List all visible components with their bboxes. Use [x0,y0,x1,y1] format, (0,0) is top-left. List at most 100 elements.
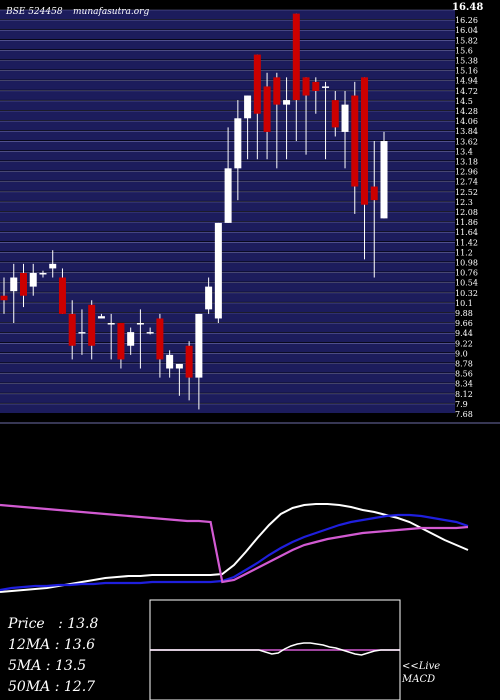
candle-body [88,304,96,346]
price-tick-label: 12.96 [455,168,478,177]
legend-12ma: 12MA : 13.6 [8,637,96,653]
candle-body [136,323,144,325]
price-band [0,151,455,161]
price-band [0,40,455,50]
candle-body [166,354,174,369]
candle-body [292,13,300,101]
candle-body [224,168,232,223]
price-tick-label: 12.3 [455,198,473,207]
price-tick-label: 8.56 [455,370,473,379]
price-band [0,403,455,413]
price-band [0,363,455,373]
price-band [0,222,455,232]
price-tick-label: 12.08 [455,208,478,217]
live-macd-line2: MACD [402,674,436,685]
candle-body [117,323,125,360]
last-price-label: 16.48 [452,2,484,13]
price-tick-label: 10.98 [455,259,478,268]
candle-body [78,332,86,334]
live-macd-line1: <<Live [402,661,441,672]
price-band [0,30,455,40]
price-tick-label: 11.42 [455,238,478,247]
candle-body [214,222,222,319]
price-band [0,100,455,110]
candle-body [146,332,154,334]
candle-body [49,263,57,269]
price-band [0,232,455,242]
price-tick-label: 10.76 [455,269,478,278]
price-tick-label: 9.66 [455,319,473,328]
price-tick-label: 7.9 [455,400,468,409]
price-tick-label: 11.64 [455,228,478,237]
candle-body [283,100,291,105]
price-band [0,353,455,363]
price-tick-label: 14.28 [455,107,478,116]
price-band [0,272,455,282]
price-tick-label: 9.88 [455,309,473,318]
candle-body [380,141,388,219]
site-label: munafasutra.org [73,7,150,17]
candle-body [97,316,105,319]
price-tick-label: 9.22 [455,339,473,348]
price-tick-label: 8.34 [455,380,473,389]
price-tick-label: 13.4 [455,147,473,156]
candle-body [0,295,8,301]
candle-body [263,86,271,132]
price-band [0,121,455,131]
price-band [0,70,455,80]
price-band [0,111,455,121]
candle-body [185,345,193,378]
candle-body [370,186,378,201]
price-tick-label: 13.18 [455,158,478,167]
price-tick-label: 15.82 [455,36,478,45]
price-band [0,313,455,323]
price-tick-label: 9.0 [455,349,468,358]
price-band [0,141,455,151]
price-band [0,131,455,141]
candle-body [361,77,369,205]
ma-line [0,513,469,592]
candle-body [351,95,359,187]
price-band [0,292,455,302]
price-band [0,252,455,262]
price-band [0,383,455,393]
price-tick-label: 9.44 [455,329,473,338]
candle-body [234,118,242,169]
price-band [0,242,455,252]
legend-price: Price : 13.8 [8,616,99,632]
price-band [0,282,455,292]
candle-body [341,104,349,132]
price-band [0,60,455,70]
candle-body [331,100,339,128]
candle-body [39,272,47,275]
legend-5ma: 5MA : 13.5 [8,658,87,674]
price-band [0,161,455,171]
price-band [0,262,455,272]
candle-body [175,363,183,369]
price-tick-label: 16.26 [455,16,478,25]
price-tick-label: 16.04 [455,26,478,35]
price-tick-labels: 16.2616.0415.8215.615.3815.1614.9414.721… [455,16,478,419]
candle-body [195,313,203,378]
price-tick-label: 13.84 [455,127,478,136]
price-band [0,302,455,312]
candle-body [244,95,252,119]
price-band [0,393,455,403]
legend-50ma: 50MA : 12.7 [8,679,96,695]
price-tick-label: 10.1 [455,299,473,308]
ma-line [0,503,469,584]
price-band [0,80,455,90]
macd-line [150,642,400,656]
price-tick-label: 13.62 [455,137,478,146]
price-tick-label: 12.52 [455,188,478,197]
candle-body [302,77,310,96]
candle-body [10,277,18,292]
price-tick-label: 12.74 [455,178,478,187]
price-tick-label: 14.94 [455,77,478,86]
price-band [0,20,455,30]
candle-body [273,77,281,105]
price-band [0,90,455,100]
indicator-legend: Price : 13.8 12MA : 13.6 5MA : 13.5 50MA… [8,614,98,698]
candle-body [322,86,330,88]
